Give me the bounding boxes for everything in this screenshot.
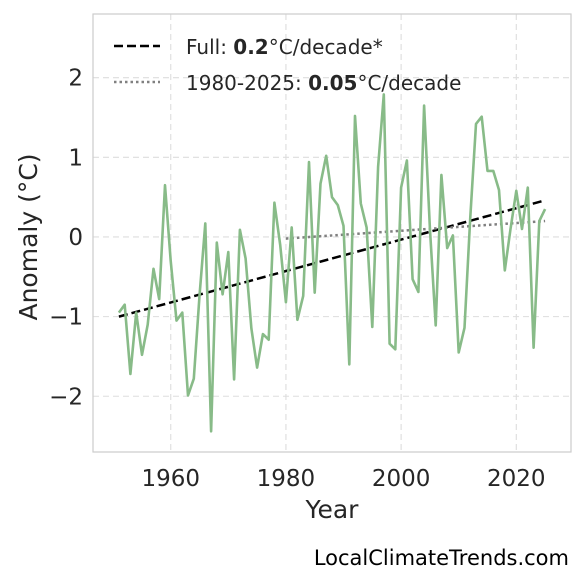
legend-full-prefix: Full: [186, 35, 233, 59]
y-tick-label: 2 [68, 66, 83, 92]
y-axis-label: Anomaly (°C) [14, 153, 43, 320]
x-tick-labels: 1960 1980 2000 2020 [141, 466, 545, 492]
legend-recent-prefix: 1980-2025: [186, 71, 308, 95]
legend-label-recent: 1980-2025: 0.05°C/decade [186, 71, 461, 95]
trend-lines [118, 199, 546, 318]
legend-recent-rate: 0.05 [308, 71, 357, 95]
series-layer [117, 93, 547, 433]
legend: Full: 0.2°C/decade* 1980-2025: 0.05°C/de… [114, 35, 461, 95]
x-tick-label: 1960 [141, 466, 200, 492]
legend-recent-suffix: °C/decade [357, 71, 461, 95]
grid-lines [93, 14, 571, 452]
x-tick-label: 2020 [487, 466, 546, 492]
x-tick-label: 1980 [257, 466, 316, 492]
site-credit: LocalClimateTrends.com [313, 546, 569, 570]
y-tick-label: 1 [68, 145, 83, 171]
legend-label-full: Full: 0.2°C/decade* [186, 35, 383, 59]
plot-frame [92, 13, 572, 453]
y-tick-labels: −2 −1 0 1 2 [49, 66, 83, 411]
y-tick-label: −1 [49, 305, 83, 331]
x-tick-label: 2000 [372, 466, 431, 492]
y-tick-label: 0 [68, 225, 83, 251]
legend-full-suffix: °C/decade* [269, 35, 383, 59]
full-trend-line [118, 199, 546, 318]
y-tick-label: −2 [49, 384, 83, 410]
x-axis-label: Year [305, 495, 360, 524]
anomaly-series-line [117, 93, 547, 433]
legend-full-rate: 0.2 [233, 35, 268, 59]
